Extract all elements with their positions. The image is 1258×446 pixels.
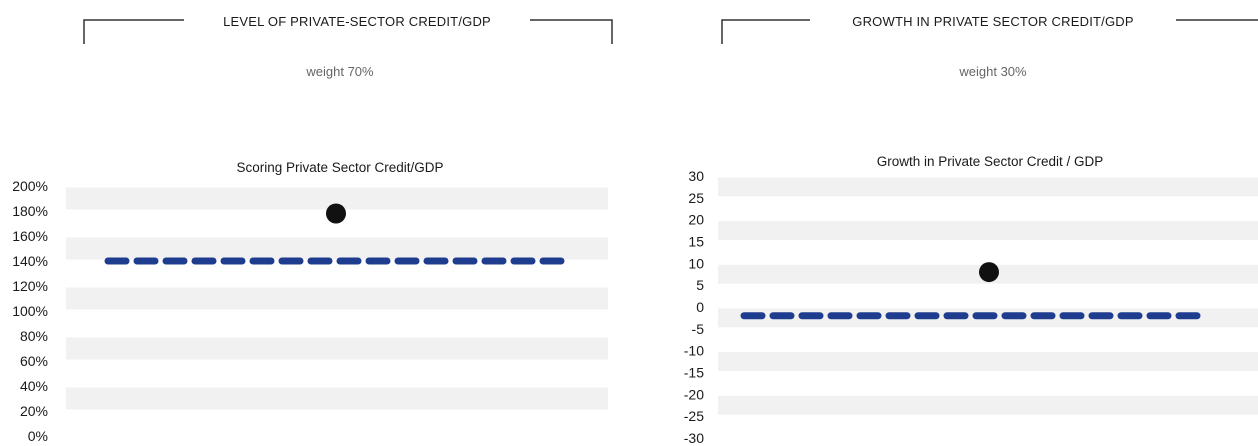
y-tick-label: -30: [684, 430, 704, 444]
chart-credit-growth: 30 25 20 15 10 5 0 -5 -10 -15 -20 -25 -30: [684, 170, 1258, 444]
chart-title: Scoring Private Sector Credit/GDP: [236, 160, 444, 175]
y-tick-label: 20%: [20, 403, 48, 419]
y-tick-label: 80%: [20, 328, 48, 344]
y-tick-label: 0: [696, 299, 704, 315]
chart-credit-level: 200% 180% 160% 140% 120% 100% 80% 60% 40% 20% 0%: [12, 178, 608, 444]
y-tick-label: 60%: [20, 353, 48, 369]
heading-bracket: [83, 19, 613, 44]
y-tick-label: 120%: [12, 278, 48, 294]
panel-credit-level: LEVEL OF PRIVATE-SECTOR CREDIT/GDP weigh…: [12, 14, 613, 444]
y-tick-label: -25: [684, 408, 704, 424]
y-tick-label: 180%: [12, 203, 48, 219]
grid-band: [66, 287, 608, 310]
y-tick-label: 40%: [20, 378, 48, 394]
grid-band: [718, 221, 1258, 240]
grid-band: [718, 177, 1258, 197]
weight-label: weight 30%: [959, 64, 1027, 79]
data-point: [326, 203, 346, 224]
panel-credit-growth: GROWTH IN PRIVATE SECTOR CREDIT/GDP weig…: [640, 0, 1258, 446]
panel-heading: LEVEL OF PRIVATE-SECTOR CREDIT/GDP: [223, 14, 491, 29]
data-point: [979, 262, 999, 283]
y-tick-label: 5: [696, 277, 704, 293]
chart-title: Growth in Private Sector Credit / GDP: [876, 154, 1104, 169]
grid-band: [66, 337, 608, 360]
grid-band: [66, 237, 608, 260]
y-tick-label: -5: [692, 321, 705, 337]
y-tick-label: 30: [688, 170, 704, 184]
y-tick-label: -15: [684, 365, 704, 381]
y-tick-label: 0%: [28, 428, 48, 444]
y-tick-label: 200%: [12, 178, 48, 194]
grid-band: [66, 387, 608, 410]
grid-band: [718, 352, 1258, 371]
y-tick-label: 140%: [12, 253, 48, 269]
panel-heading: GROWTH IN PRIVATE SECTOR CREDIT/GDP: [852, 14, 1134, 29]
y-tick-label: 20: [688, 212, 704, 228]
weight-label: weight 70%: [306, 64, 374, 79]
y-tick-label: -10: [684, 343, 704, 359]
y-tick-label: 25: [688, 190, 704, 206]
y-tick-label: 15: [688, 234, 704, 250]
heading-bracket: [721, 19, 1258, 44]
y-tick-label: 10: [688, 255, 704, 271]
grid-band: [66, 187, 608, 210]
grid-band: [718, 395, 1258, 415]
y-tick-label: -20: [684, 386, 704, 402]
y-tick-label: 100%: [12, 303, 48, 319]
y-tick-label: 160%: [12, 228, 48, 244]
